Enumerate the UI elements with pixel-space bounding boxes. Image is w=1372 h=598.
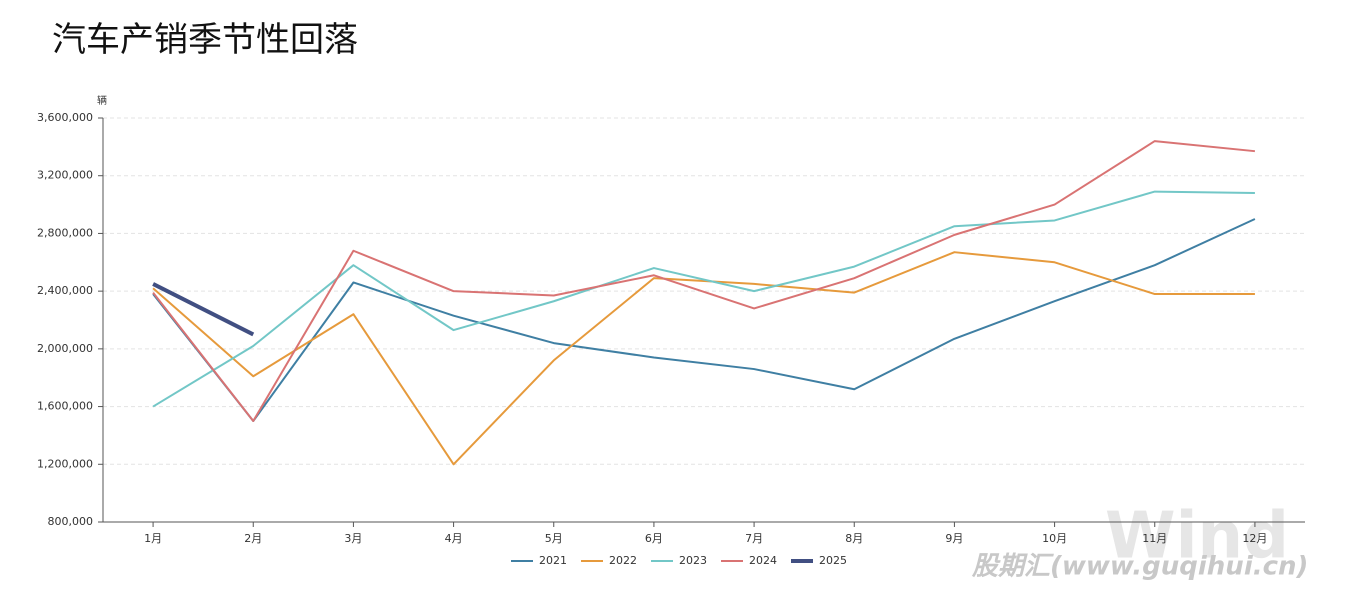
x-tick-label: 12月 (1242, 532, 1267, 545)
line-series (152, 190, 1255, 408)
line-series (152, 251, 1255, 466)
y-tick-label: 3,200,000 (37, 169, 93, 182)
legend-label: 2023 (679, 554, 707, 567)
watermark: Wind (1105, 500, 1289, 574)
legend-label: 2021 (539, 554, 567, 567)
x-tick-label: 1月 (144, 532, 162, 545)
chart-title: 汽车产销季节性回落 (52, 20, 358, 60)
x-tick-label: 4月 (445, 532, 463, 545)
line-series (152, 218, 1256, 422)
legend-label: 2025 (819, 554, 847, 567)
x-tick-label: 10月 (1042, 532, 1067, 545)
y-tick-label: 1,200,000 (37, 457, 93, 470)
y-tick-label: 3,600,000 (37, 111, 93, 124)
y-tick-label: 2,000,000 (37, 342, 93, 355)
y-tick-label: 1,600,000 (37, 400, 93, 413)
x-tick-label: 8月 (845, 532, 863, 545)
line-series (152, 140, 1256, 422)
x-tick-label: 7月 (745, 532, 763, 545)
x-tick-label: 3月 (344, 532, 362, 545)
line-series (152, 282, 255, 337)
x-tick-label: 9月 (945, 532, 963, 545)
x-tick-label: 11月 (1142, 532, 1167, 545)
watermark: 股期汇(www.guqihui.cn) (971, 552, 1308, 582)
y-tick-label: 2,800,000 (37, 226, 93, 239)
x-tick-label: 2月 (244, 532, 262, 545)
legend-label: 2022 (609, 554, 637, 567)
x-tick-label: 6月 (645, 532, 663, 545)
legend-label: 2024 (749, 554, 777, 567)
y-tick-label: 800,000 (48, 515, 94, 528)
y-tick-label: 2,400,000 (37, 284, 93, 297)
y-unit: 辆 (97, 94, 107, 107)
x-tick-label: 5月 (545, 532, 563, 545)
